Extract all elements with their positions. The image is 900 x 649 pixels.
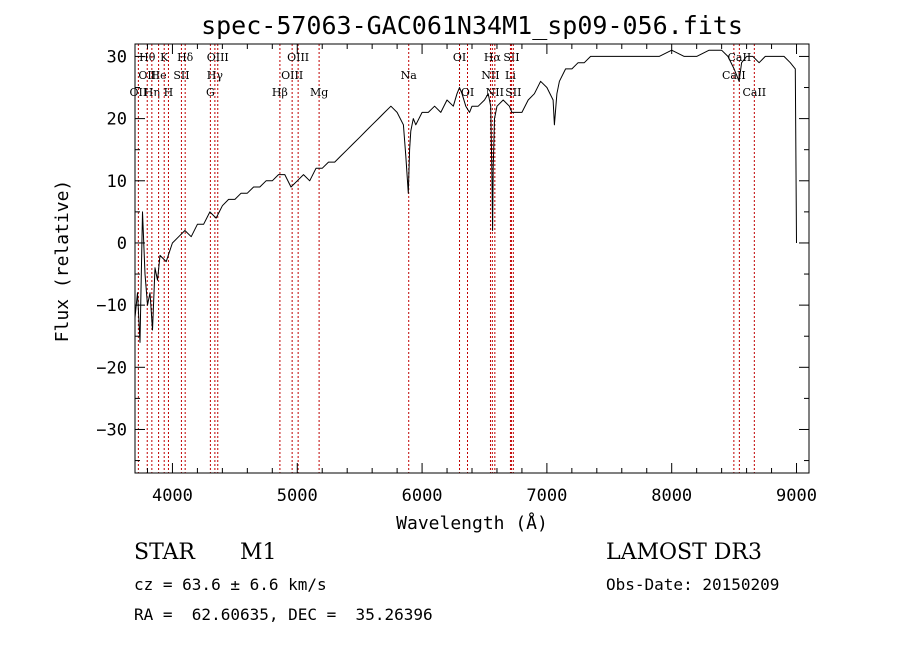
line-marker-label: K <box>160 51 169 64</box>
y-axis-label: Flux (relative) <box>52 180 73 343</box>
line-marker-label: OII <box>130 86 148 99</box>
y-tick-label: 0 <box>117 234 127 254</box>
observation-date: Obs-Date: 20150209 <box>606 575 780 594</box>
line-marker-label: NII <box>486 86 504 99</box>
sky-coordinates: RA = 62.60635, DEC = 35.26396 <box>134 605 433 624</box>
line-marker-label: Hη <box>144 86 160 99</box>
line-marker-label: Hβ <box>272 86 288 99</box>
line-marker-label: Hγ <box>207 69 224 82</box>
chart-title: spec-57063-GAC061N34M1_sp09-056.fits <box>201 11 743 40</box>
object-subclass: M1 <box>240 540 277 565</box>
line-marker-label: OIII <box>207 51 229 64</box>
x-tick-label: 4000 <box>152 486 193 506</box>
line-marker-label: Hα <box>484 51 502 64</box>
y-tick-label: −30 <box>96 420 127 440</box>
line-marker-label: OIII <box>281 69 303 82</box>
axis-ticks: 4000 5000 6000 7000 8000 9000 −30 −20 −10 0 10 20 30 <box>96 44 817 506</box>
y-tick-label: 20 <box>107 110 127 130</box>
line-marker-label: NII <box>481 69 499 82</box>
x-tick-label: 9000 <box>776 486 817 506</box>
line-marker-label: OIII <box>287 51 309 64</box>
line-marker-label: H <box>164 86 174 99</box>
x-tick-label: 7000 <box>526 486 567 506</box>
line-marker-label: OI <box>453 51 466 64</box>
line-marker-label: Hδ <box>177 51 194 64</box>
line-marker-label: SII <box>505 86 521 99</box>
line-marker-label: Hθ <box>139 51 156 64</box>
plot-frame <box>134 43 810 474</box>
x-tick-label: 6000 <box>402 486 443 506</box>
x-tick-label: 8000 <box>651 486 692 506</box>
survey-name: LAMOST DR3 <box>606 540 762 565</box>
y-tick-label: 10 <box>107 172 127 192</box>
line-marker-label: SII <box>173 69 189 82</box>
line-marker-label: CaII <box>722 69 746 82</box>
line-marker-label: Na <box>401 69 418 82</box>
line-markers: OIIHθOIIHηHeKHSIIHδGHγOIIIHβOIIIOIIIMgNa… <box>130 44 766 473</box>
x-axis-label: Wavelength (Å) <box>396 512 548 534</box>
line-marker-label: OI <box>461 86 474 99</box>
line-marker-label: Mg <box>310 86 328 99</box>
spectrum-line <box>134 49 797 343</box>
line-marker-label: He <box>151 69 167 82</box>
line-marker-label: CaII <box>728 51 752 64</box>
y-tick-label: −20 <box>96 358 127 378</box>
line-marker-label: Li <box>505 69 516 82</box>
y-tick-label: −10 <box>96 296 127 316</box>
line-marker-label: SII <box>503 51 519 64</box>
y-tick-label: 30 <box>107 47 127 67</box>
line-marker-label: CaII <box>742 86 766 99</box>
x-tick-label: 5000 <box>277 486 318 506</box>
object-type: STAR <box>134 540 195 565</box>
line-marker-label: G <box>206 86 215 99</box>
redshift-velocity: cz = 63.6 ± 6.6 km/s <box>134 575 327 594</box>
